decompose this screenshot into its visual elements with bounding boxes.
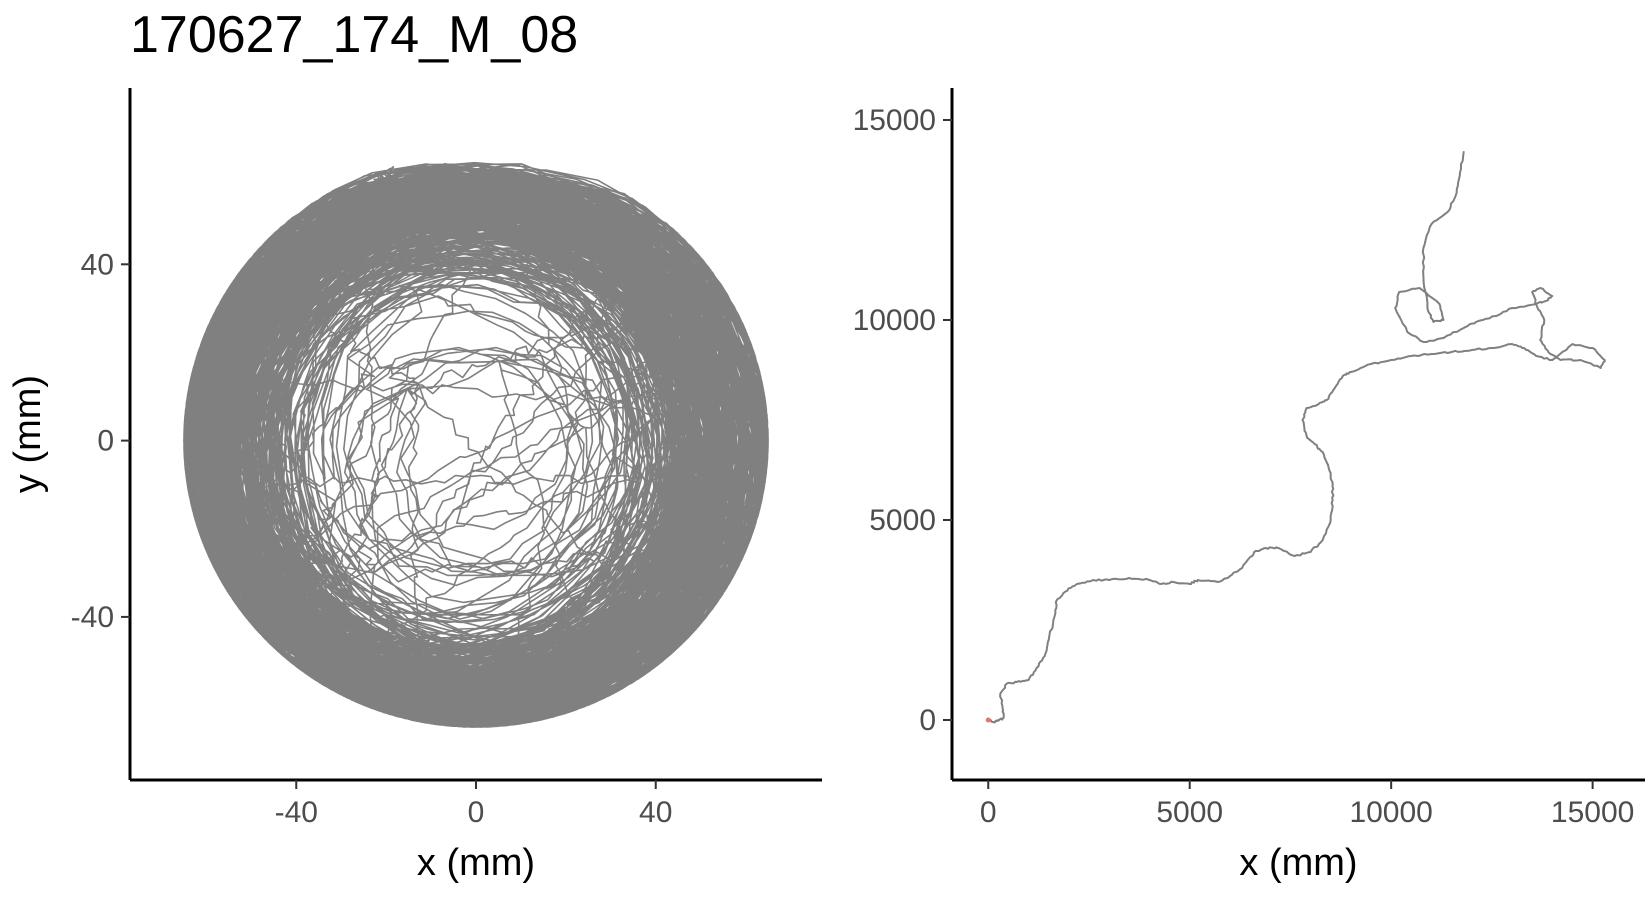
x-tick-label: 0 <box>980 796 997 829</box>
x-tick-label: 0 <box>468 796 485 829</box>
y-tick-label: 40 <box>81 248 114 281</box>
x-tick-label: 15000 <box>1551 796 1634 829</box>
start-point-marker <box>985 717 991 723</box>
y-tick-label: -40 <box>71 601 114 634</box>
arena-trajectory-line <box>183 161 769 728</box>
y-axis-title: y (mm) <box>7 375 49 493</box>
figure-title: 170627_174_M_08 <box>130 6 579 64</box>
x-axis-title: x (mm) <box>1239 842 1357 884</box>
y-tick-label: 0 <box>919 704 936 737</box>
x-tick-label: 40 <box>639 796 672 829</box>
x-axis-title: x (mm) <box>417 842 535 884</box>
right-trajectory-panel: 0 5000 10000 15000 0 5000 10000 15000 x (mm) <box>853 88 1645 884</box>
y-tick-label: 0 <box>97 425 114 458</box>
x-tick-label: 10000 <box>1349 796 1432 829</box>
x-tick-label: 5000 <box>1156 796 1223 829</box>
walking-path-line <box>987 151 1606 724</box>
x-tick-label: -40 <box>275 796 318 829</box>
y-tick-label: 10000 <box>853 304 936 337</box>
y-tick-label: 5000 <box>869 504 936 537</box>
left-trajectory-panel: -40 0 40 -40 0 40 x (mm) y (mm) <box>7 88 822 884</box>
y-tick-label: 15000 <box>853 104 936 137</box>
